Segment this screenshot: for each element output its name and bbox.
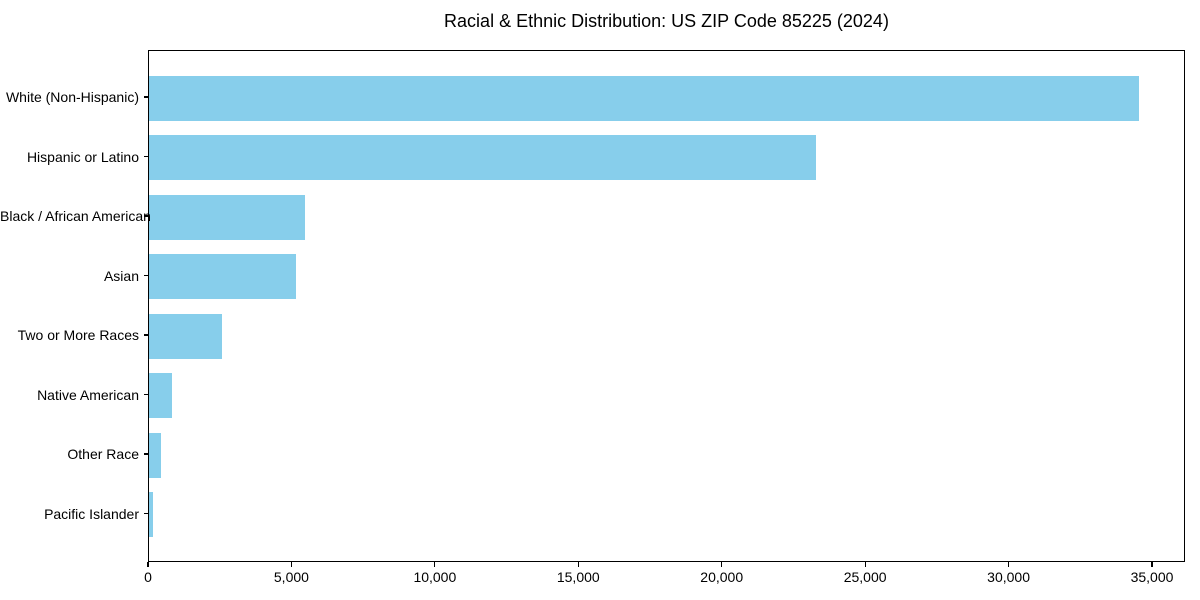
x-tick-mark	[577, 562, 579, 567]
y-tick-mark	[143, 96, 148, 98]
x-tick-mark	[1007, 562, 1010, 567]
bar	[149, 432, 162, 478]
y-tick-mark	[143, 393, 148, 396]
y-tick-mark	[143, 274, 148, 277]
x-tick-label: 30,000	[987, 569, 1030, 585]
x-tick-mark	[721, 562, 723, 567]
x-tick-mark	[1151, 562, 1153, 567]
x-tick-label: 25,000	[843, 569, 887, 585]
x-tick-mark	[147, 562, 149, 567]
y-tick-label: Other Race	[67, 446, 139, 462]
bar	[149, 254, 297, 299]
x-tick-label: 20,000	[700, 569, 744, 585]
y-tick-mark	[143, 512, 148, 515]
y-tick-mark	[143, 334, 148, 336]
y-tick-mark	[143, 453, 148, 455]
plot-area	[148, 50, 1185, 562]
bar	[149, 135, 816, 180]
y-tick-label: Two or More Races	[17, 327, 139, 343]
y-tick-label: Pacific Islander	[44, 505, 139, 522]
x-tick-mark	[434, 562, 436, 567]
bar	[149, 373, 172, 418]
y-tick-mark	[143, 155, 148, 158]
x-tick-mark	[290, 562, 293, 567]
bar	[149, 75, 1139, 121]
x-tick-label: 35,000	[1130, 569, 1174, 585]
bar	[149, 194, 306, 240]
y-tick-label: Asian	[103, 267, 139, 284]
x-tick-label: 0	[144, 569, 152, 585]
x-tick-mark	[864, 562, 866, 567]
y-tick-label: Black / African American	[0, 208, 151, 224]
y-tick-label: Hispanic or Latino	[26, 148, 139, 165]
chart-title: Racial & Ethnic Distribution: US ZIP Cod…	[444, 11, 889, 31]
x-tick-label: 10,000	[413, 569, 457, 585]
y-tick-label: White (Non-Hispanic)	[5, 89, 139, 105]
y-tick-label: Native American	[37, 386, 139, 403]
x-tick-label: 5,000	[273, 569, 309, 585]
y-tick-mark	[143, 215, 148, 217]
bar	[149, 313, 222, 359]
bar	[149, 492, 154, 537]
x-tick-label: 15,000	[556, 569, 600, 585]
